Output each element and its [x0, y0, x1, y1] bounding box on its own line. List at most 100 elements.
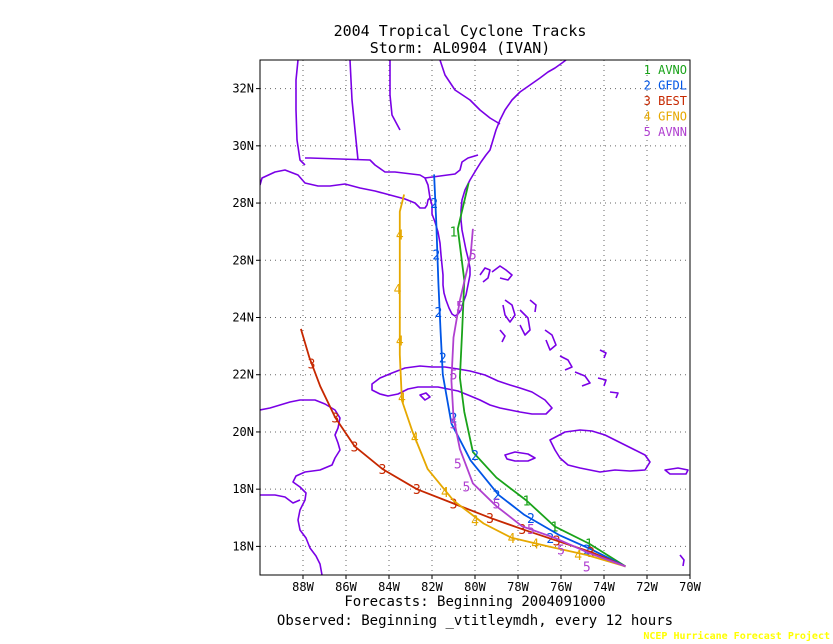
state-border [424, 154, 479, 179]
y-tick-label: 18N [232, 482, 254, 496]
state-border [389, 60, 401, 131]
state-border [439, 60, 501, 125]
x-tick-label: 74W [593, 580, 615, 594]
bahamas-islands [544, 329, 557, 351]
track-marker-gfdl: 2 [493, 489, 501, 504]
track-line-best [300, 328, 626, 568]
legend-item-gfno: 4 GFNO [644, 110, 687, 124]
track-marker-avno: 1 [551, 520, 559, 535]
x-tick-label: 82W [421, 580, 443, 594]
y-tick-label: 18N [232, 539, 254, 553]
axis-tick-labels: 88W 86W 84W 82W 80W 78W 76W 74W 72W 70W 18N 18N 20N 2… [232, 82, 701, 594]
cuba-island [371, 365, 553, 415]
track-marker-avno: 1 [585, 538, 593, 553]
legend-item-best: 3 BEST [644, 94, 687, 108]
track-marker-best: 3 [450, 497, 458, 512]
y-tick-label: 24N [232, 311, 254, 325]
bahamas-islands [597, 377, 607, 387]
track-marker-gfno: 4 [471, 515, 479, 530]
track-marker-avnn: 5 [469, 249, 477, 264]
track-marker-gfno: 4 [411, 432, 419, 447]
x-tick-label: 84W [378, 580, 400, 594]
hispaniola-island [549, 429, 651, 473]
x-tick-label: 86W [335, 580, 357, 594]
track-avno: 1 1 1 1 [450, 182, 626, 568]
credit-text: NCEP Hurricane Forecast Project [643, 630, 830, 642]
lesser-antilles [679, 554, 685, 567]
y-tick-label: 32N [232, 82, 254, 96]
footer-forecasts-line: Forecasts: Beginning 2004091000 [344, 594, 605, 610]
track-marker-best: 3 [308, 357, 316, 372]
map-title: 2004 Tropical Cyclone Tracks [334, 22, 587, 40]
track-marker-avnn: 5 [493, 497, 501, 512]
bahamas-islands [559, 355, 573, 371]
forecast-tracks: 1111222222222233333333334444444444555555… [300, 174, 626, 575]
track-marker-best: 3 [413, 483, 421, 498]
yucatan-central-america-coast [260, 494, 301, 504]
isle-of-youth [419, 392, 431, 401]
y-tick-label: 28N [232, 196, 254, 210]
x-tick-label: 72W [636, 580, 658, 594]
track-marker-avnn: 5 [583, 560, 591, 575]
mexico-east-coast [260, 399, 341, 575]
track-marker-best: 3 [553, 535, 561, 550]
track-marker-avnn: 5 [450, 417, 458, 432]
track-marker-gfdl: 2 [435, 306, 443, 321]
x-tick-label: 76W [550, 580, 572, 594]
bahamas-islands [599, 349, 607, 359]
track-marker-gfno: 4 [398, 392, 406, 407]
track-marker-best: 3 [486, 512, 494, 527]
track-marker-gfno: 4 [441, 486, 449, 501]
track-marker-gfno: 4 [508, 532, 516, 547]
track-line-gfno [398, 194, 626, 568]
state-border [349, 60, 359, 161]
x-tick-label: 80W [464, 580, 486, 594]
y-tick-label: 20N [232, 425, 254, 439]
bahamas-islands [479, 267, 491, 283]
bahamas-islands [574, 371, 591, 387]
track-marker-avnn: 5 [557, 543, 565, 558]
bahamas-islands [609, 391, 619, 399]
track-marker-avnn: 5 [456, 300, 464, 315]
track-marker-best: 3 [518, 523, 526, 538]
track-marker-gfdl: 2 [439, 352, 447, 367]
track-marker-gfdl: 2 [430, 197, 438, 212]
track-marker-gfdl: 2 [471, 449, 479, 464]
track-line-avnn [450, 228, 626, 568]
lat-lon-grid [260, 60, 690, 575]
state-border [305, 157, 431, 199]
track-marker-gfno: 4 [394, 283, 402, 298]
coastline-borders [260, 60, 689, 575]
track-marker-avno: 1 [523, 495, 531, 510]
track-marker-gfno: 4 [531, 538, 539, 553]
track-marker-gfno: 4 [574, 549, 582, 564]
x-tick-label: 70W [679, 580, 701, 594]
bahamas-islands [519, 309, 531, 336]
bahamas-islands [529, 299, 537, 313]
track-marker-gfdl: 2 [432, 249, 440, 264]
track-line-gfdl [433, 174, 626, 568]
track-marker-best: 3 [331, 412, 339, 427]
us-gulf-atlantic-coast [260, 60, 567, 317]
state-border [295, 60, 306, 166]
track-marker-gfdl: 2 [527, 512, 535, 527]
track-marker-best: 3 [379, 463, 387, 478]
bahamas-islands [502, 299, 516, 323]
footer-observed-line: Observed: Beginning _vtitleymdh, every 1… [277, 613, 673, 629]
y-tick-label: 28N [232, 253, 254, 267]
track-marker-avno: 1 [450, 226, 458, 241]
legend-item-avno: 1 AVNO [644, 63, 687, 77]
track-marker-avnn: 5 [450, 369, 458, 384]
legend-item-avnn: 5 AVNN [644, 125, 687, 139]
map-subtitle: Storm: AL0904 (IVAN) [370, 39, 551, 57]
track-marker-avnn: 5 [462, 480, 470, 495]
y-tick-label: 22N [232, 368, 254, 382]
track-marker-avnn: 5 [454, 457, 462, 472]
track-line-avno [456, 182, 626, 568]
jamaica-island [504, 451, 536, 462]
